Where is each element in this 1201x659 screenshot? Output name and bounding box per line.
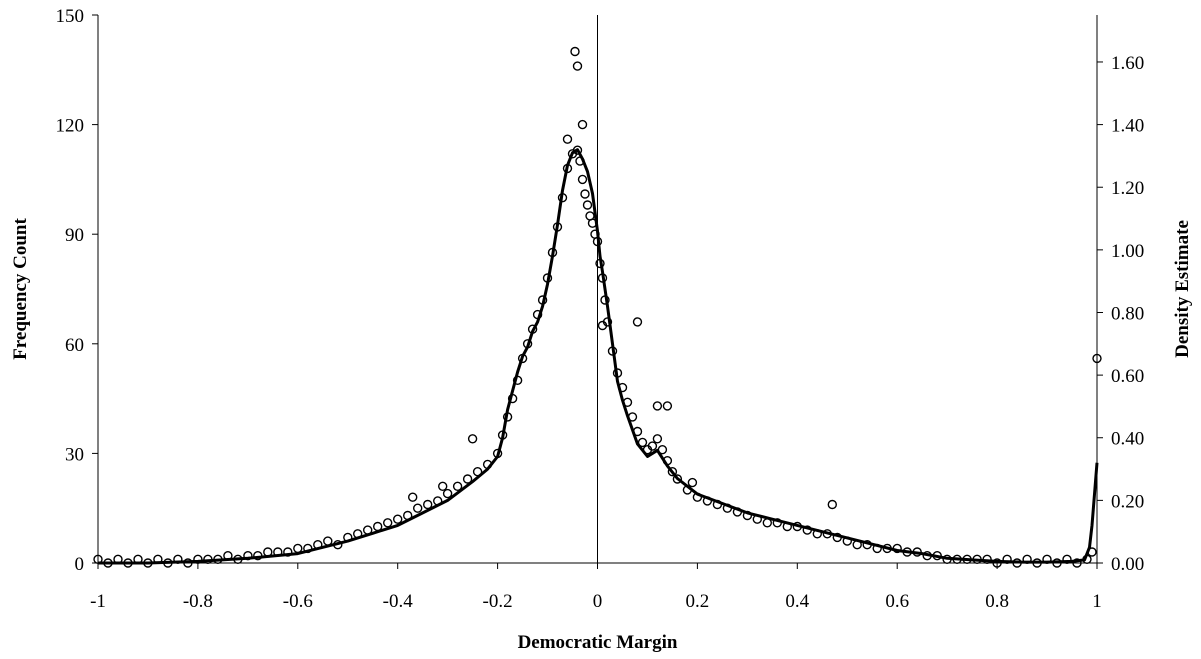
- scatter-point: [383, 518, 393, 528]
- y2-tick-label: 0.40: [1111, 429, 1144, 450]
- scatter-point: [652, 434, 663, 444]
- x-tick-label: 0.4: [785, 591, 809, 612]
- scatter-point: [597, 320, 608, 331]
- scatter-point: [467, 434, 478, 444]
- scatter-point: [647, 441, 658, 451]
- scatter-point: [687, 477, 698, 488]
- scatter-point: [462, 474, 473, 484]
- x-tick-label: 0.8: [985, 591, 1009, 612]
- scatter-point: [580, 189, 590, 199]
- scatter-point: [1062, 554, 1072, 564]
- y-tick-label: 120: [56, 116, 85, 137]
- scatter-point: [577, 119, 588, 130]
- scatter-point: [572, 61, 583, 71]
- scatter-point: [827, 499, 837, 510]
- scatter-point: [293, 543, 303, 554]
- scatter-point: [572, 145, 583, 155]
- x-tick-label: -0.8: [183, 591, 213, 612]
- scatter-point: [662, 401, 673, 411]
- scatter-point: [672, 474, 683, 484]
- y2-tick-label: 1.20: [1111, 178, 1144, 199]
- y2-tick-label: 1.40: [1111, 116, 1144, 137]
- y-tick-label: 30: [65, 444, 84, 465]
- scatter-point: [193, 554, 203, 564]
- scatter-point: [438, 481, 448, 491]
- y2-tick-label: 1.60: [1111, 53, 1144, 74]
- scatter-point: [667, 467, 678, 477]
- x-tick-label: 0: [593, 591, 603, 612]
- y2-tick-label: 1.00: [1111, 241, 1144, 262]
- scatter-point: [570, 46, 580, 57]
- y2-tick-label: 0.60: [1111, 366, 1144, 387]
- x-tick-label: 0.2: [686, 591, 710, 612]
- y-tick-label: 60: [65, 335, 84, 356]
- y2-tick-label: 0.00: [1111, 554, 1144, 575]
- scatter-point: [413, 503, 423, 513]
- scatter-point: [408, 492, 418, 502]
- x-tick-label: -0.2: [483, 591, 513, 612]
- y-tick-label: 150: [56, 6, 85, 27]
- scatter-point: [652, 401, 663, 411]
- scatter-point: [1002, 554, 1012, 564]
- scatter-point: [632, 317, 643, 327]
- scatter-point: [442, 488, 453, 499]
- scatter-point: [577, 174, 588, 185]
- scatter-point: [562, 134, 573, 144]
- y2-axis-title: Density Estimate: [1172, 220, 1193, 358]
- scatter-point: [452, 481, 463, 491]
- scatter-point: [1092, 353, 1102, 364]
- x-tick-label: -0.4: [383, 591, 414, 612]
- scatter-point: [393, 514, 403, 524]
- y-axis-title: Frequency Count: [10, 218, 31, 360]
- x-tick-label: -0.6: [283, 591, 313, 612]
- scatter-point: [582, 200, 593, 210]
- x-tick-label: -1: [90, 591, 106, 612]
- y2-tick-label: 0.80: [1111, 303, 1144, 324]
- scatter-point: [423, 499, 433, 510]
- y-tick-label: 0: [75, 554, 85, 575]
- y2-tick-label: 0.20: [1111, 491, 1144, 512]
- scatter-point: [1072, 558, 1082, 568]
- x-tick-label: 1: [1092, 591, 1102, 612]
- x-axis-title: Democratic Margin: [518, 632, 678, 653]
- y-tick-label: 90: [65, 225, 84, 246]
- x-tick-label: 0.6: [885, 591, 909, 612]
- density-curve: [98, 148, 1099, 565]
